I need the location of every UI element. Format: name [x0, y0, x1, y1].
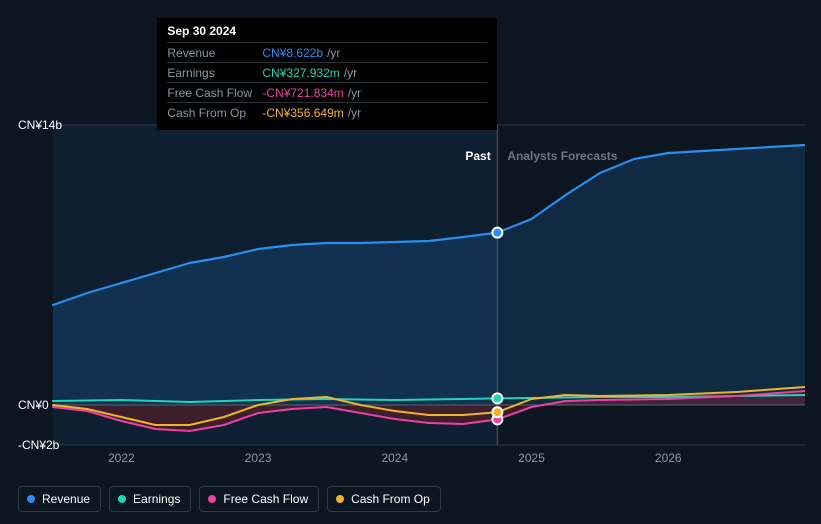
y-axis-label: -CN¥2b — [18, 438, 59, 452]
legend-label: Earnings — [133, 492, 180, 506]
tooltip-label: Free Cash Flow — [167, 86, 262, 100]
tooltip-value: -CN¥721.834m — [262, 86, 343, 100]
legend-item-cfo[interactable]: Cash From Op — [327, 486, 441, 512]
legend-label: Cash From Op — [351, 492, 430, 506]
past-section-label: Past — [465, 149, 490, 163]
forecast-section-label: Analysts Forecasts — [507, 149, 617, 163]
tooltip-label: Earnings — [167, 66, 262, 80]
legend-label: Free Cash Flow — [223, 492, 308, 506]
tooltip-label: Cash From Op — [167, 106, 262, 120]
legend-dot-icon — [208, 495, 216, 503]
legend-label: Revenue — [42, 492, 90, 506]
y-axis-label: CN¥0 — [18, 398, 49, 412]
tooltip-label: Revenue — [167, 46, 262, 60]
x-axis-label: 2024 — [381, 451, 408, 465]
chart-legend: Revenue Earnings Free Cash Flow Cash From O… — [18, 486, 441, 512]
marker-earnings[interactable] — [492, 393, 502, 403]
legend-item-fcf[interactable]: Free Cash Flow — [199, 486, 319, 512]
x-axis-label: 2026 — [655, 451, 682, 465]
tooltip-unit: /yr — [344, 106, 361, 120]
tooltip-row-revenue: RevenueCN¥8.622b/yr — [167, 42, 487, 62]
x-axis-label: 2023 — [245, 451, 272, 465]
tooltip-unit: /yr — [344, 86, 361, 100]
legend-dot-icon — [27, 495, 35, 503]
legend-item-earnings[interactable]: Earnings — [109, 486, 191, 512]
tooltip-unit: /yr — [340, 66, 357, 80]
tooltip-row-earnings: EarningsCN¥327.932m/yr — [167, 62, 487, 82]
tooltip-value: CN¥327.932m — [262, 66, 339, 80]
tooltip-row-fcf: Free Cash Flow-CN¥721.834m/yr — [167, 82, 487, 102]
tooltip-row-cfo: Cash From Op-CN¥356.649m/yr — [167, 102, 487, 122]
legend-dot-icon — [118, 495, 126, 503]
marker-cfo[interactable] — [492, 407, 502, 417]
y-axis-label: CN¥14b — [18, 118, 62, 132]
tooltip-unit: /yr — [323, 46, 340, 60]
x-axis-label: 2022 — [108, 451, 135, 465]
x-axis-label: 2025 — [518, 451, 545, 465]
tooltip-value: -CN¥356.649m — [262, 106, 343, 120]
tooltip-value: CN¥8.622b — [262, 46, 323, 60]
marker-revenue[interactable] — [492, 228, 502, 238]
tooltip-header: Sep 30 2024 — [167, 24, 487, 42]
legend-dot-icon — [336, 495, 344, 503]
chart-tooltip: Sep 30 2024 RevenueCN¥8.622b/yrEarningsC… — [157, 18, 497, 130]
legend-item-revenue[interactable]: Revenue — [18, 486, 101, 512]
